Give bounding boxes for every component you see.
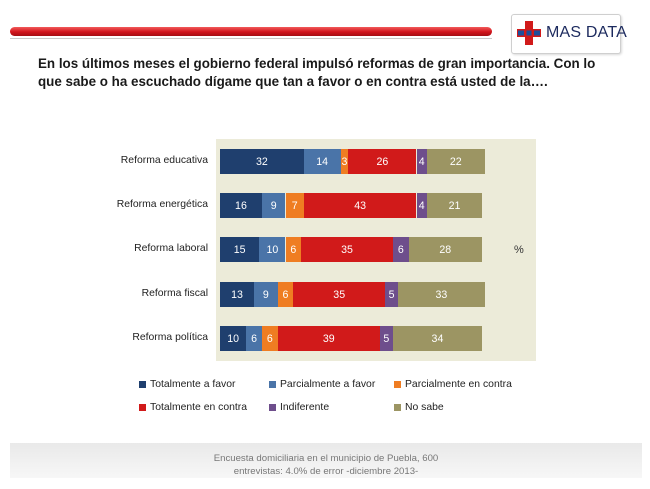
unit-label: % <box>514 244 524 256</box>
legend-swatch <box>269 381 276 388</box>
footer-note: Encuesta domiciliaria en el municipio de… <box>10 452 642 478</box>
bar-segment: 6 <box>277 282 294 307</box>
footer-band: Encuesta domiciliaria en el municipio de… <box>10 443 642 478</box>
bar-segment: 6 <box>261 326 278 351</box>
legend-item: Totalmente en contra <box>139 402 247 413</box>
bar-segment: 39 <box>277 326 380 351</box>
legend-label: Totalmente en contra <box>150 402 248 413</box>
bar-segment: 13 <box>220 282 255 307</box>
bar-segment: 7 <box>285 193 304 218</box>
header-divider <box>10 38 492 39</box>
footer-line-2: entrevistas: 4.0% de error -diciembre 20… <box>233 466 419 477</box>
logo-text: MAS DATA <box>546 24 628 41</box>
bar-segment: 3 <box>340 149 349 174</box>
bar-segment: 9 <box>261 193 286 218</box>
legend-item: Parcialmente en contra <box>394 379 512 390</box>
legend-item: Totalmente a favor <box>139 379 235 390</box>
bar-segment: 5 <box>385 282 399 307</box>
bar-segment: 32 <box>220 149 304 174</box>
legend-label: Totalmente a favor <box>150 379 236 390</box>
bar-segment: 10 <box>259 237 286 262</box>
legend-label: Parcialmente a favor <box>280 379 376 390</box>
legend-item: Indiferente <box>269 402 329 413</box>
legend-swatch <box>139 404 146 411</box>
legend-swatch <box>269 404 276 411</box>
bar-segment: 4 <box>416 149 427 174</box>
category-label: Reforma fiscal <box>141 288 208 299</box>
bar-segment: 16 <box>220 193 262 218</box>
legend-item: No sabe <box>394 402 444 413</box>
bar-segment: 4 <box>416 193 427 218</box>
footer-line-1: Encuesta domiciliaria en el municipio de… <box>213 453 439 464</box>
bar-segment: 35 <box>293 282 386 307</box>
bar-segment: 34 <box>392 326 482 351</box>
bar-segment: 15 <box>220 237 260 262</box>
legend-item: Parcialmente a favor <box>269 379 375 390</box>
bar-segment: 6 <box>392 237 409 262</box>
bar-segment: 9 <box>254 282 278 307</box>
legend-swatch <box>394 381 401 388</box>
survey-question: En los últimos meses el gobierno federal… <box>38 56 596 89</box>
legend-label: No sabe <box>405 402 444 413</box>
bar-segment: 43 <box>303 193 417 218</box>
mas-data-logo: MAS DATA <box>511 14 627 54</box>
category-label: Reforma laboral <box>134 243 208 254</box>
category-label: Reforma energética <box>116 199 208 210</box>
category-label: Reforma educativa <box>120 155 208 166</box>
bar-segment: 28 <box>408 237 482 262</box>
bar-segment: 14 <box>303 149 341 174</box>
header-accent-bar <box>10 27 492 36</box>
bar-segment: 21 <box>426 193 482 218</box>
bar-segment: 10 <box>220 326 247 351</box>
bar-segment: 35 <box>301 237 393 262</box>
bar-segment: 6 <box>285 237 302 262</box>
bar-segment: 33 <box>398 282 485 307</box>
legend-swatch <box>139 381 146 388</box>
bar-segment: 6 <box>246 326 262 351</box>
legend-swatch <box>394 404 401 411</box>
bar-segment: 22 <box>426 149 485 174</box>
legend-label: Indiferente <box>280 402 330 413</box>
category-label: Reforma política <box>132 332 208 343</box>
bar-segment: 26 <box>348 149 417 174</box>
legend-label: Parcialmente en contra <box>405 379 512 390</box>
cross-logo-icon <box>517 21 541 45</box>
bar-segment: 5 <box>379 326 393 351</box>
